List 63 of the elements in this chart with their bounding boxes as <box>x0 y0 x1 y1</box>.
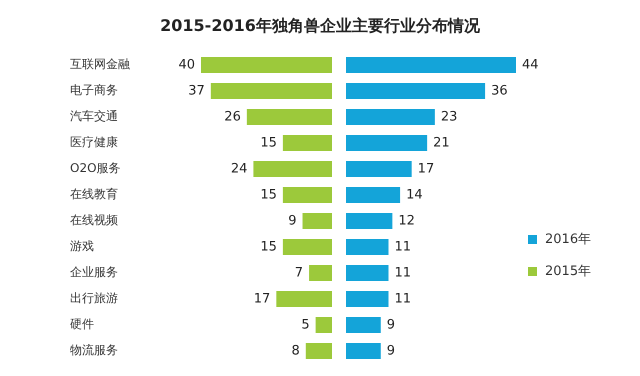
y-tick-label: 医疗健康 <box>70 135 118 150</box>
y-tick-label: 汽车交通 <box>70 109 118 124</box>
data-label: 11 <box>394 291 412 306</box>
chart-title: 2015-2016年独角兽企业主要行业分布情况 <box>159 16 481 37</box>
legend-label: 2016年 <box>545 231 592 248</box>
y-tick-label: 游戏 <box>70 239 94 254</box>
bar <box>309 264 332 282</box>
bar <box>201 56 332 74</box>
bar <box>346 316 381 334</box>
bar <box>282 186 332 204</box>
data-label: 5 <box>301 317 310 332</box>
bar <box>210 82 332 100</box>
y-tick-label: 企业服务 <box>70 265 118 280</box>
data-label: 44 <box>522 57 539 72</box>
data-label: 15 <box>260 239 277 254</box>
data-label: 21 <box>433 135 450 150</box>
data-label: 15 <box>260 187 277 202</box>
data-label: 14 <box>406 187 423 202</box>
bar <box>306 342 332 360</box>
y-tick-label: 出行旅游 <box>70 291 118 306</box>
data-label: 15 <box>260 135 277 150</box>
data-label: 26 <box>224 109 241 124</box>
y-tick-label: 在线教育 <box>70 187 118 202</box>
y-tick-label: 互联网金融 <box>70 57 130 72</box>
bar <box>346 160 412 178</box>
bar <box>346 342 381 360</box>
data-label: 12 <box>398 213 415 228</box>
data-label: 40 <box>178 57 195 72</box>
y-tick-label: 电子商务 <box>70 83 118 98</box>
bar <box>346 212 392 230</box>
y-tick-label: 硬件 <box>70 317 94 332</box>
bar <box>316 316 332 334</box>
bar <box>346 290 388 308</box>
data-label: 36 <box>491 83 508 98</box>
data-label: 9 <box>386 343 396 358</box>
data-label: 11 <box>394 265 412 280</box>
data-label: 11 <box>394 239 412 254</box>
data-label: 7 <box>294 265 304 280</box>
data-label: 24 <box>230 161 248 176</box>
data-label: 9 <box>386 317 396 332</box>
bar <box>276 290 332 308</box>
data-label: 17 <box>254 291 270 306</box>
bar <box>253 160 332 178</box>
bar <box>346 238 388 256</box>
y-tick-label: 物流服务 <box>70 343 118 358</box>
data-label: 37 <box>188 83 205 98</box>
data-label: 23 <box>440 109 458 124</box>
bar <box>346 82 486 100</box>
data-label: 8 <box>292 343 300 358</box>
bar <box>282 134 332 152</box>
bar <box>302 212 332 230</box>
data-label: 17 <box>418 161 434 176</box>
legend-label: 2015年 <box>545 263 592 280</box>
data-label: 9 <box>288 213 297 228</box>
y-tick-label: O2O服务 <box>70 161 121 176</box>
y-tick-label: 在线视频 <box>70 213 118 228</box>
bar <box>282 238 332 256</box>
bar <box>246 108 332 126</box>
bar <box>346 108 435 126</box>
bar <box>346 264 388 282</box>
bar <box>346 134 428 152</box>
bar <box>346 186 400 204</box>
bar <box>346 56 516 74</box>
